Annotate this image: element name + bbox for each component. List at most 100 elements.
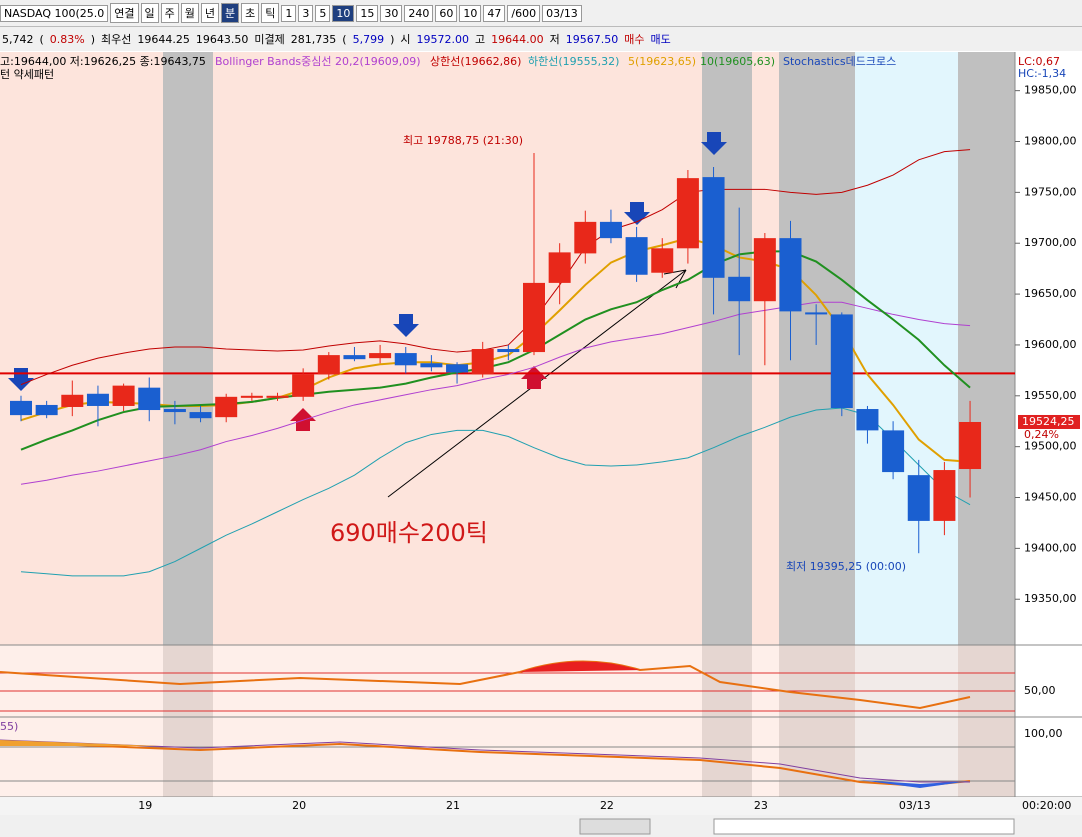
- candle-body: [138, 387, 161, 411]
- x-tick-label: 22: [600, 799, 614, 812]
- x-tick-label: 19: [138, 799, 152, 812]
- quote-field[interactable]: 19643.50: [195, 32, 249, 46]
- toolbar-button[interactable]: 60: [435, 4, 458, 22]
- time-label: 00:20:00: [1022, 799, 1071, 812]
- toolbar-button[interactable]: 일: [140, 3, 159, 23]
- toolbar-button[interactable]: 03/13: [542, 4, 582, 22]
- y-tick-label: 19750,00: [1024, 185, 1077, 198]
- indicator-line: [20, 250, 971, 451]
- quote-field[interactable]: 281,735: [290, 32, 337, 46]
- toolbar-button[interactable]: NASDAQ 100(25.0: [0, 4, 109, 22]
- toolbar-button[interactable]: 3: [298, 4, 314, 22]
- signal-text: Stochastics데드크로스: [783, 55, 896, 68]
- candle-body: [317, 355, 340, 375]
- candle-body: [676, 178, 699, 249]
- ohlc-text: 고:19644,00 저:19626,25 종:19643,75: [0, 55, 206, 68]
- scrollbar[interactable]: [579, 818, 651, 835]
- candle-body: [882, 430, 905, 473]
- candle-body: [856, 409, 879, 431]
- candle-body: [599, 221, 622, 239]
- candle-body: [86, 393, 109, 406]
- trade-annotation: 690매수200틱: [330, 519, 488, 547]
- candle-body: [497, 349, 520, 353]
- toolbar-button[interactable]: 240: [404, 4, 434, 22]
- legend-entry: Bollinger Bands중심선 20,2(19609,09): [215, 55, 421, 68]
- high-annotation: 최고 19788,75 (21:30): [403, 134, 523, 147]
- oscillator-fill: [860, 780, 970, 788]
- candle-body: [343, 355, 366, 360]
- toolbar-button[interactable]: 분: [221, 3, 240, 23]
- hc-text: HC:-1,34: [1018, 67, 1066, 80]
- toolbar-button[interactable]: 월: [180, 3, 199, 23]
- candle-body: [574, 221, 597, 254]
- toolbar-button[interactable]: 47: [483, 4, 506, 22]
- candle-body: [189, 412, 212, 419]
- quote-field[interactable]: 19644.00: [491, 32, 544, 46]
- low-annotation: 최저 19395,25 (00:00): [786, 560, 906, 573]
- oscillator-fill: [520, 661, 640, 672]
- quote-field[interactable]: 5,799: [352, 32, 385, 46]
- y-tick-label: 19800,00: [1024, 135, 1077, 148]
- candle-body: [446, 364, 469, 373]
- quote-field[interactable]: 19572.00: [416, 32, 470, 46]
- last-price-label: 19524,25: [1022, 415, 1075, 428]
- candle-body: [933, 470, 956, 521]
- toolbar-button[interactable]: 초: [241, 3, 260, 23]
- y-tick-label: 19850,00: [1024, 84, 1077, 97]
- toolbar-button[interactable]: 30: [380, 4, 403, 22]
- quote-field[interactable]: 시: [400, 33, 411, 46]
- quote-field[interactable]: (: [39, 32, 44, 46]
- candle-body: [625, 237, 648, 275]
- toolbar-button[interactable]: /600: [507, 4, 541, 22]
- candle-body: [651, 248, 674, 273]
- indicator-line: [20, 407, 971, 577]
- quote-field[interactable]: 저: [549, 33, 560, 46]
- candle-body: [805, 312, 828, 315]
- candle-body: [753, 238, 776, 302]
- candle-body: [728, 276, 751, 302]
- candle-body: [471, 349, 494, 375]
- candle-body: [523, 282, 545, 353]
- toolbar-button[interactable]: 15: [356, 4, 379, 22]
- quote-field[interactable]: (: [342, 32, 347, 46]
- toolbar-button[interactable]: 10: [332, 4, 355, 22]
- toolbar-button[interactable]: 틱: [261, 3, 280, 23]
- quote-field[interactable]: ): [390, 32, 395, 46]
- toolbar-button[interactable]: 10: [459, 4, 482, 22]
- scroll-controls[interactable]: [713, 818, 1015, 835]
- x-tick-label: 23: [754, 799, 768, 812]
- oscillator-line: [0, 739, 970, 783]
- quote-field[interactable]: 19567.50: [565, 32, 619, 46]
- toolbar: NASDAQ 100(25.0 연결 일 주 월 년 분 초 틱 1 3 5 10 15 30 240 60 10…: [0, 0, 1082, 27]
- toolbar-button[interactable]: 5: [315, 4, 331, 22]
- panel-title: 55): [0, 720, 18, 733]
- x-tick-label: 21: [446, 799, 460, 812]
- candle-body: [420, 363, 443, 368]
- y-tick-label: 19650,00: [1024, 287, 1077, 300]
- x-tick-label: 20: [292, 799, 306, 812]
- toolbar-button[interactable]: 연결: [110, 3, 139, 23]
- candle-body: [240, 395, 263, 398]
- candle-body: [61, 394, 84, 407]
- panel-label: 50,00: [1024, 684, 1056, 697]
- chart: Bollinger Bands중심선 20,2(19609,09) 상한선(19…: [0, 52, 1082, 837]
- quote-field[interactable]: ): [90, 32, 96, 46]
- quote-bar: 5,742 (0.83%) 최우선 19644.25 19643.50 미결제 281,73…: [0, 27, 1082, 51]
- legend-entry: 10(19605,63): [700, 55, 775, 68]
- y-tick-label: 19350,00: [1024, 592, 1077, 605]
- toolbar-button[interactable]: 년: [200, 3, 220, 23]
- quote-field[interactable]: 미결제: [254, 33, 285, 46]
- legend-entry: 5(19623,65): [628, 55, 696, 68]
- quote-field[interactable]: 0.83%: [49, 32, 85, 46]
- toolbar-button[interactable]: 주: [160, 3, 179, 23]
- quote-field[interactable]: 매도: [650, 33, 671, 46]
- quote-field[interactable]: 5,742: [2, 32, 34, 46]
- quote-field[interactable]: 최우선: [101, 33, 132, 46]
- quote-field[interactable]: 매수: [624, 33, 645, 46]
- panel-label: 100,00: [1024, 727, 1063, 740]
- quote-field[interactable]: 19644.25: [137, 32, 190, 46]
- quote-field[interactable]: 고: [475, 33, 486, 46]
- y-tick-label: 19700,00: [1024, 236, 1077, 249]
- toolbar-button[interactable]: 1: [281, 4, 297, 22]
